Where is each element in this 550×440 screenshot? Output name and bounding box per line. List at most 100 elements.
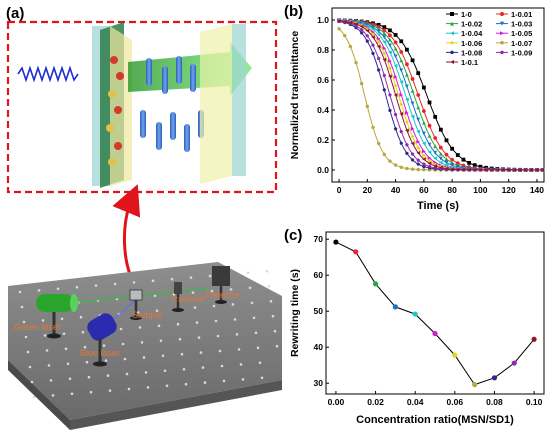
x-tick-label-c: 0.02 <box>367 397 384 407</box>
legend-label: 1-0.09 <box>511 48 532 57</box>
series-point <box>388 28 392 33</box>
x-tick-label-b: 100 <box>473 185 487 195</box>
right-glass-side <box>232 24 246 176</box>
x-tick-label-b: 20 <box>363 185 373 195</box>
rewriting-time-point <box>452 352 458 358</box>
y-tick-label-b: 0.2 <box>317 135 329 145</box>
y-tick-label-b: 0.0 <box>317 165 329 175</box>
series-point <box>376 32 381 37</box>
series-point <box>399 165 403 170</box>
series-point <box>371 43 375 47</box>
y-tick-label-b: 0.6 <box>317 75 329 85</box>
label-sample: Sample <box>132 310 163 320</box>
plot-frame-c <box>325 231 545 395</box>
series-point <box>399 50 404 54</box>
y-tick-label-b: 0.8 <box>317 45 329 55</box>
series-point <box>427 164 432 169</box>
table-hole <box>151 279 155 283</box>
series-point <box>438 165 443 170</box>
table-hole <box>153 294 157 298</box>
table-hole <box>170 277 174 281</box>
series-point <box>365 39 370 43</box>
series-point <box>433 136 438 140</box>
table-hole <box>216 334 220 338</box>
legend-marker <box>500 40 504 45</box>
table-hole <box>265 269 269 273</box>
series-point <box>416 162 421 166</box>
series-point <box>399 129 404 134</box>
series-point <box>405 72 409 77</box>
y-tick-label-c: 70 <box>314 234 324 244</box>
table-hole <box>229 288 233 291</box>
series-point <box>421 149 426 154</box>
series-point <box>382 25 387 30</box>
series-point <box>421 141 426 146</box>
series-point <box>416 129 421 134</box>
x-tick-label-c: 0.04 <box>407 397 424 407</box>
y-axis-label-c: Rewriting time (s) <box>289 269 301 357</box>
table-hole <box>176 322 180 326</box>
table-hole <box>125 372 129 376</box>
series-point <box>422 167 426 172</box>
series-point <box>359 31 364 35</box>
series-point <box>382 73 387 77</box>
table-hole <box>180 352 184 356</box>
series-point <box>382 87 387 92</box>
series-point <box>421 85 426 90</box>
rewriting-time-point <box>432 330 438 337</box>
series-point <box>433 160 438 165</box>
table-hole <box>220 364 224 368</box>
series-point <box>371 25 375 30</box>
series-point <box>376 141 381 146</box>
series-point <box>444 160 449 165</box>
series-point <box>376 40 381 45</box>
series-point <box>410 58 415 63</box>
table-hole <box>121 342 125 346</box>
series-point <box>405 142 409 147</box>
series-point <box>382 40 387 44</box>
table-hole <box>24 335 28 339</box>
series-point <box>416 93 421 97</box>
table-hole <box>87 375 91 379</box>
x-tick-label-b: 80 <box>447 185 457 195</box>
legend-marker <box>450 60 454 64</box>
series-point <box>467 160 471 165</box>
series-point <box>376 36 381 41</box>
series-point <box>399 80 404 84</box>
table-hole <box>132 281 136 284</box>
table-hole <box>113 282 117 286</box>
rewriting-time-point <box>531 336 537 342</box>
table-hole <box>68 377 72 381</box>
table-hole <box>189 276 193 279</box>
detector-device <box>212 266 230 304</box>
y-tick-label-b: 1.0 <box>317 15 329 25</box>
series-point <box>405 111 409 115</box>
series-point <box>478 164 483 169</box>
series-point <box>433 114 438 119</box>
table-hole <box>45 349 49 352</box>
series-point <box>405 128 409 133</box>
y-axis-label-b: Normalized transmittance <box>289 31 301 160</box>
series-point <box>405 47 409 52</box>
y-tick-label-c: 30 <box>314 378 324 388</box>
series-point <box>529 168 534 172</box>
series-point <box>399 39 404 44</box>
y-tick-label-c: 50 <box>314 306 324 316</box>
table-hole <box>191 291 195 294</box>
series-point <box>348 44 353 49</box>
table-hole <box>199 351 203 354</box>
table-hole <box>201 366 205 369</box>
table-hole <box>41 319 45 322</box>
series-point <box>399 68 404 73</box>
series-point <box>416 158 421 162</box>
series-point <box>461 167 466 172</box>
table-hole <box>20 305 24 309</box>
legend-label: 1-0.02 <box>461 20 482 29</box>
series-point <box>388 59 392 63</box>
series-point <box>421 153 426 158</box>
series-point <box>427 123 432 128</box>
table-hole <box>269 299 273 303</box>
series-point <box>410 88 415 93</box>
series-point <box>438 156 443 161</box>
panel-c-label: (c) <box>284 227 302 244</box>
